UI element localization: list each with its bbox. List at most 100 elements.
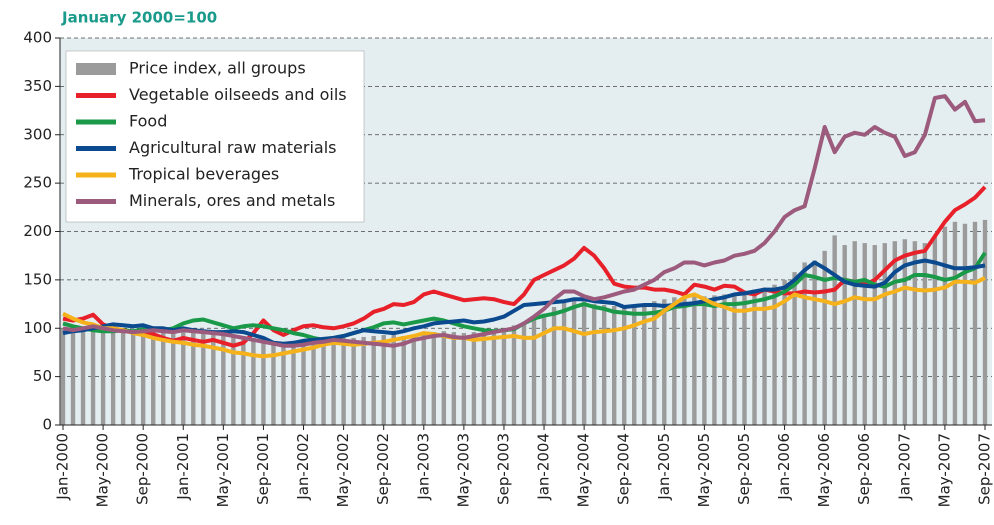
bar <box>732 293 737 425</box>
bar <box>231 335 236 425</box>
y-tick-label: 0 <box>42 416 52 434</box>
x-tick-label: Sep-2000 <box>134 433 152 505</box>
bar <box>892 241 898 425</box>
bar <box>431 332 437 425</box>
bar <box>972 221 978 425</box>
x-tick-label: May-2005 <box>695 433 713 507</box>
bar <box>451 332 457 425</box>
bar <box>291 341 296 425</box>
bar <box>762 287 767 425</box>
bar <box>842 245 847 425</box>
bar <box>311 339 316 425</box>
x-tick-label: May-2003 <box>454 433 472 507</box>
bar <box>792 272 797 425</box>
legend-label: Price index, all groups <box>129 59 306 78</box>
bar <box>241 335 246 425</box>
bar <box>822 250 827 425</box>
bar <box>802 262 807 425</box>
bar <box>812 260 817 425</box>
legend-label: Vegetable oilseeds and oils <box>129 85 347 104</box>
y-tick-label: 150 <box>23 270 52 288</box>
bar <box>752 289 757 425</box>
legend-label: Food <box>129 112 167 131</box>
y-tick-label: 200 <box>23 222 52 240</box>
bar <box>100 330 106 425</box>
bar <box>942 226 948 425</box>
x-tick-label: Jan-2001 <box>174 433 192 501</box>
bar <box>411 335 416 425</box>
x-tick-label: Jan-2005 <box>655 433 673 501</box>
bar <box>421 333 426 425</box>
bar <box>301 340 306 425</box>
x-tick-label: Sep-2006 <box>855 433 873 505</box>
legend-swatch <box>76 63 116 75</box>
x-tick-label: May-2007 <box>935 433 953 507</box>
bar <box>862 243 867 425</box>
bar <box>161 332 166 425</box>
bar <box>261 339 266 425</box>
bar <box>702 296 707 425</box>
bar <box>80 328 86 425</box>
chart-title: January 2000=100 <box>61 9 217 27</box>
legend-box <box>65 50 365 223</box>
x-tick-label: May-2000 <box>94 433 112 507</box>
x-tick-label: Jan-2004 <box>535 433 553 501</box>
x-tick-label: Jan-2006 <box>775 433 793 501</box>
bar <box>642 305 647 425</box>
line-series <box>62 185 987 348</box>
bar <box>882 243 887 425</box>
x-tick-label: May-2004 <box>575 433 593 507</box>
bar <box>682 294 687 425</box>
bar <box>191 332 196 425</box>
bar <box>581 301 587 425</box>
bar <box>662 299 667 425</box>
bar <box>902 239 908 425</box>
bar <box>591 304 597 425</box>
bar <box>140 331 146 425</box>
bar <box>531 318 537 425</box>
bar <box>742 291 747 425</box>
bar <box>541 313 547 425</box>
bar <box>611 305 617 425</box>
bar <box>852 241 857 425</box>
bar <box>181 331 186 425</box>
x-tick-label: Jan-2002 <box>294 433 312 501</box>
legend-label: Agricultural raw materials <box>129 138 337 157</box>
bar <box>491 330 497 425</box>
bar <box>60 328 66 425</box>
bar <box>401 335 406 425</box>
bar <box>672 297 677 425</box>
x-tick-label: Sep-2001 <box>254 433 272 505</box>
bar <box>150 331 156 425</box>
x-tick-label: May-2006 <box>815 433 833 507</box>
bar <box>501 328 507 425</box>
bar <box>982 219 988 425</box>
y-tick-label: 50 <box>33 367 52 385</box>
bar <box>622 306 627 425</box>
bar <box>201 333 206 425</box>
bar <box>381 335 386 425</box>
bar <box>561 301 567 425</box>
y-tick-label: 250 <box>23 174 52 192</box>
bar <box>632 306 637 425</box>
bar <box>872 245 877 425</box>
bar <box>461 333 467 425</box>
bar <box>341 337 346 425</box>
bar <box>321 339 326 425</box>
x-tick-label: May-2001 <box>214 433 232 507</box>
bar <box>130 330 136 425</box>
x-tick-label: Jan-2003 <box>414 433 432 501</box>
bar <box>110 330 116 425</box>
x-tick-label: Sep-2002 <box>374 433 392 505</box>
bar <box>361 336 366 425</box>
bar <box>712 295 717 425</box>
bar <box>782 279 787 425</box>
bar <box>221 335 226 425</box>
bar <box>70 327 76 425</box>
bar <box>922 243 928 425</box>
y-tick-label: 300 <box>23 125 52 143</box>
line-series <box>62 94 986 348</box>
bar <box>281 342 286 425</box>
bar <box>772 284 777 425</box>
bar <box>211 334 216 425</box>
